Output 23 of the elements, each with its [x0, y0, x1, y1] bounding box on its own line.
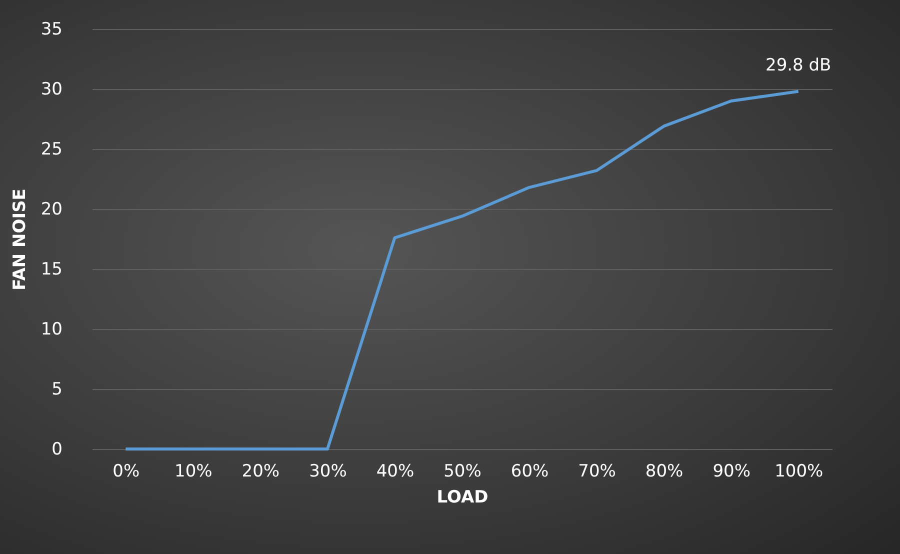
y-tick-label: 35	[40, 20, 62, 40]
line-series	[124, 90, 800, 450]
x-tick-label: 50%	[444, 462, 482, 482]
x-axis-title: LOAD	[436, 488, 488, 508]
y-tick-label: 20	[40, 200, 62, 220]
y-tick-label: 5	[52, 380, 62, 400]
y-tick-label: 30	[40, 80, 62, 100]
y-tick-label: 15	[40, 260, 62, 280]
x-tick-label: 100%	[774, 462, 824, 482]
y-tick-label: 25	[40, 140, 62, 160]
x-tick-label: 30%	[309, 462, 347, 482]
x-tick-label: 70%	[578, 462, 616, 482]
x-tick-label: 0%	[112, 462, 140, 482]
x-tick-label: 80%	[645, 462, 684, 482]
x-tick-label: 40%	[376, 462, 414, 482]
x-tick-label: 60%	[510, 462, 549, 482]
x-tick-label: 90%	[712, 462, 750, 482]
y-tick-label: 10	[40, 320, 62, 340]
y-tick-label: 0	[52, 440, 62, 460]
x-tick-label: 20%	[242, 462, 280, 482]
x-tick-label: 10%	[174, 462, 212, 482]
y-axis-title: FAN NOISE	[10, 188, 30, 290]
annotation: 29.8 dB	[766, 55, 832, 76]
